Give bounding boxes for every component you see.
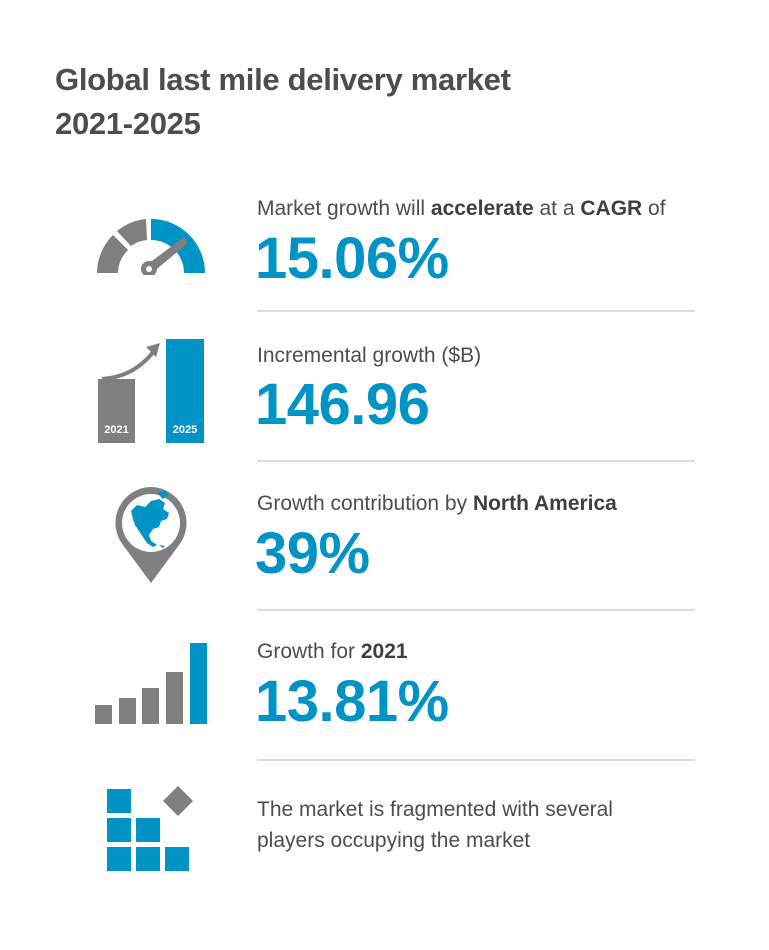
stat-value: 15.06% xyxy=(255,226,449,291)
speedometer-icon xyxy=(97,219,205,275)
stat-label: Incremental growth ($B) xyxy=(257,344,482,367)
map-pin-north-america-icon xyxy=(115,487,187,583)
fragmented-blocks-icon xyxy=(107,786,193,871)
ascending-bars-icon xyxy=(95,643,207,724)
stat-value: 13.81% xyxy=(255,669,449,734)
separator xyxy=(257,759,695,761)
stat-label: Growth for 2021 xyxy=(257,640,408,663)
separator xyxy=(257,460,695,462)
bar-growth-icon: 2021 2025 xyxy=(98,339,204,443)
stat-label: Growth contribution by North America xyxy=(257,492,617,515)
stat-value: 39% xyxy=(255,521,370,586)
stat-description: The market is fragmented with several pl… xyxy=(257,798,613,852)
title-line-1: Global last mile delivery market xyxy=(55,62,511,97)
stat-value: 146.96 xyxy=(255,372,430,437)
bar-label-2021: 2021 xyxy=(104,424,128,436)
separator xyxy=(257,310,695,312)
separator xyxy=(257,609,695,611)
stat-label: Market growth will accelerate at a CAGR … xyxy=(257,197,666,220)
page-title: Global last mile delivery market 2021-20… xyxy=(55,58,511,146)
title-line-2: 2021-2025 xyxy=(55,106,201,141)
bar-label-2025: 2025 xyxy=(173,424,197,436)
